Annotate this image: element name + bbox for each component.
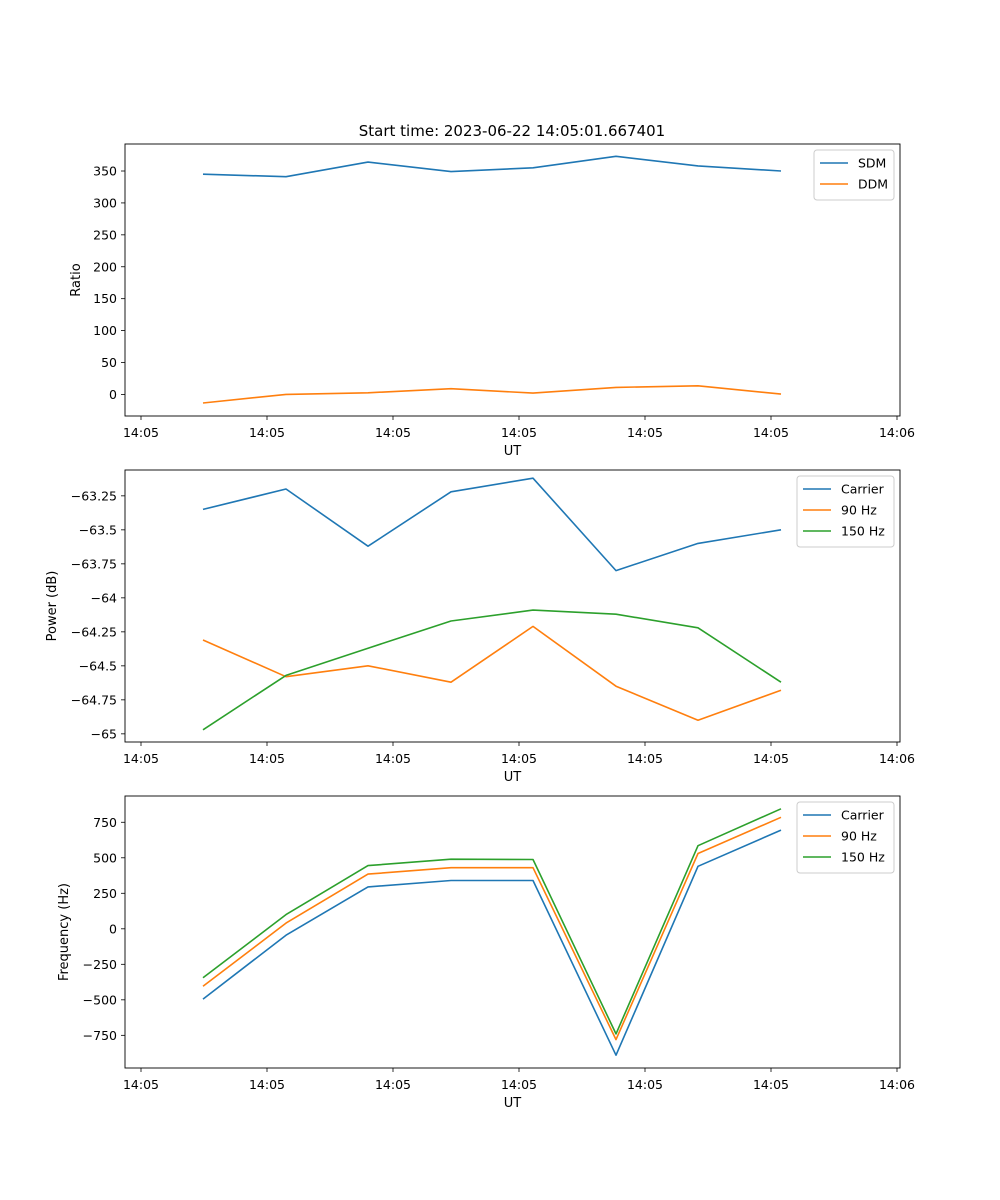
- x-tick-label: 14:05: [501, 425, 537, 440]
- y-tick-label: 100: [93, 323, 117, 338]
- axes-frame: [124, 469, 901, 743]
- x-tick-label: 14:05: [375, 1077, 411, 1092]
- legend-box: [796, 801, 895, 874]
- y-tick-label: −64.25: [71, 624, 117, 639]
- y-tick-label: 0: [109, 921, 117, 936]
- y-axis-label: Frequency (Hz): [57, 883, 72, 981]
- series-line-90-hz: [202, 625, 782, 722]
- series-line-ddm: [202, 384, 782, 404]
- x-axis-label: UT: [504, 444, 522, 459]
- y-tick-label: −750: [83, 1028, 117, 1043]
- legend-entry: Carrier: [841, 482, 885, 497]
- legend: Carrier 90 Hz 150 Hz: [796, 801, 895, 874]
- y-tick-label: 750: [93, 815, 117, 830]
- x-tick-label: 14:05: [753, 751, 789, 766]
- y-axis-label: Power (dB): [45, 571, 60, 642]
- legend-entry: 150 Hz: [841, 850, 885, 865]
- x-axis-label: UT: [504, 1096, 522, 1111]
- y-tick-label: −63.75: [71, 556, 117, 571]
- y-tick-label: 250: [93, 227, 117, 242]
- y-tick-label: −250: [83, 957, 117, 972]
- axes-frame: [124, 143, 901, 417]
- y-tick-label: 50: [101, 355, 117, 370]
- ratio-panel: 0 50 100 150 200 250 300 350 14:05 14:05 14:05 14:0…: [69, 143, 915, 459]
- series-line-carrier: [202, 477, 782, 572]
- y-tick-label: −64: [91, 590, 117, 605]
- x-tick-label: 14:05: [123, 751, 159, 766]
- legend-box: [796, 475, 895, 548]
- y-tick-label: 350: [93, 164, 117, 179]
- y-tick-label: 300: [93, 195, 117, 210]
- x-tick-label: 14:05: [249, 425, 285, 440]
- series-line-150-hz: [202, 808, 782, 1035]
- x-tick-label: 14:05: [249, 751, 285, 766]
- x-tick-label: 14:05: [753, 1077, 789, 1092]
- y-tick-label: −63.25: [71, 488, 117, 503]
- y-axis-label: Ratio: [69, 263, 84, 296]
- y-tick-label: −65: [91, 726, 117, 741]
- y-tick-label: −63.5: [79, 522, 117, 537]
- axes-frame: [124, 795, 901, 1069]
- x-tick-label: 14:06: [879, 425, 915, 440]
- x-tick-label: 14:06: [879, 751, 915, 766]
- x-tick-label: 14:05: [375, 751, 411, 766]
- y-tick-label: 500: [93, 850, 117, 865]
- series-line-carrier: [202, 829, 782, 1056]
- y-tick-label: 0: [109, 387, 117, 402]
- y-tick-label: −64.75: [71, 692, 117, 707]
- series-line-150-hz: [202, 609, 782, 731]
- legend-entry: 90 Hz: [841, 829, 877, 844]
- figure-title: Start time: 2023-06-22 14:05:01.667401: [359, 122, 665, 140]
- x-tick-label: 14:05: [123, 425, 159, 440]
- y-tick-label: −500: [83, 992, 117, 1007]
- x-tick-label: 14:05: [123, 1077, 159, 1092]
- x-tick-label: 14:06: [879, 1077, 915, 1092]
- y-tick-label: 150: [93, 291, 117, 306]
- frequency-panel: −750 −500 −250 0 250 500 750 14:05 14:05 14:05 14:…: [57, 795, 915, 1111]
- y-tick-label: 200: [93, 259, 117, 274]
- x-tick-label: 14:05: [375, 425, 411, 440]
- x-tick-label: 14:05: [249, 1077, 285, 1092]
- x-tick-label: 14:05: [627, 425, 663, 440]
- y-tick-label: −64.5: [79, 658, 117, 673]
- series-line-90-hz: [202, 816, 782, 1041]
- legend-entry: SDM: [858, 156, 886, 171]
- x-axis-label: UT: [504, 770, 522, 785]
- y-tick-label: 250: [93, 886, 117, 901]
- x-tick-label: 14:05: [627, 751, 663, 766]
- x-tick-label: 14:05: [501, 751, 537, 766]
- x-tick-label: 14:05: [501, 1077, 537, 1092]
- legend-entry: Carrier: [841, 808, 885, 823]
- series-line-sdm: [202, 155, 782, 178]
- legend-entry: 150 Hz: [841, 524, 885, 539]
- legend-entry: 90 Hz: [841, 503, 877, 518]
- power-panel: −65 −64.75 −64.5 −64.25 −64 −63.75 −63.5 −63.25…: [45, 469, 915, 785]
- x-tick-label: 14:05: [753, 425, 789, 440]
- x-tick-label: 14:05: [627, 1077, 663, 1092]
- legend-entry: DDM: [858, 177, 888, 192]
- legend: SDM DDM: [813, 149, 895, 201]
- legend: Carrier 90 Hz 150 Hz: [796, 475, 895, 548]
